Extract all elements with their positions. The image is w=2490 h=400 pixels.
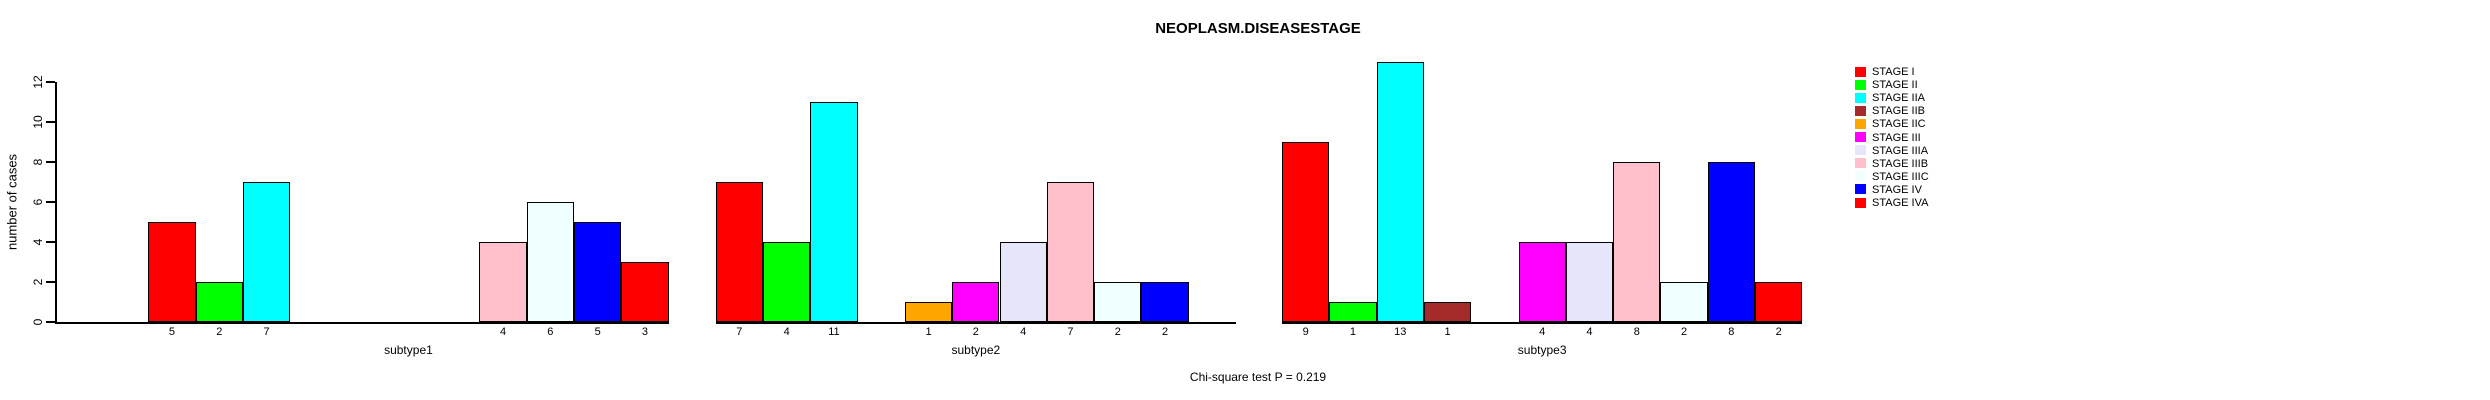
x-group-label-subtype3: subtype3	[1517, 343, 1567, 357]
bar-value-label: 7	[263, 326, 270, 338]
bar-value-label: 7	[1067, 326, 1074, 338]
bar-stage-iva	[621, 262, 669, 322]
bar-value-label: 2	[1161, 326, 1169, 338]
legend-swatch-stage-ii	[1855, 79, 1866, 90]
bar-stage-iii	[952, 282, 1000, 322]
bar-value-label: 2	[972, 326, 979, 338]
legend-label: STAGE IIC	[1872, 118, 1926, 131]
chart-title: NEOPLASM.DISEASESTAGE	[1155, 20, 1361, 37]
bar-stage-iia	[810, 102, 858, 322]
legend-label: STAGE IIIA	[1872, 144, 1929, 157]
bar-value-label: 11	[828, 326, 840, 338]
bar-stage-iii	[1518, 242, 1566, 322]
y-tick-mark	[46, 161, 55, 163]
bar-stage-iv	[1707, 162, 1755, 322]
y-tick-mark	[46, 241, 55, 243]
y-tick-mark	[46, 81, 55, 83]
legend-swatch-stage-iiib	[1855, 158, 1866, 169]
legend-swatch-stage-iic	[1855, 118, 1866, 129]
bar-stage-iva	[1755, 282, 1803, 322]
bar-value-label: 5	[168, 326, 175, 338]
y-tick-label: 12	[31, 75, 45, 89]
bar-stage-iv	[574, 222, 622, 322]
chi-square-caption: Chi-square test P = 0.219	[1189, 370, 1327, 384]
bar-stage-ii	[763, 242, 811, 322]
bar-stage-iic	[904, 302, 953, 322]
legend-swatch-stage-iiic	[1855, 171, 1866, 182]
bar-stage-ii	[1329, 302, 1377, 322]
bar-value-label: 2	[216, 326, 223, 338]
x-axis-baseline	[715, 322, 1236, 324]
y-tick-label: 8	[31, 158, 45, 166]
bar-value-label: 9	[1302, 326, 1309, 338]
bar-value-label: 1	[925, 326, 932, 338]
legend-label: STAGE I	[1872, 66, 1915, 78]
y-tick-mark	[46, 201, 55, 203]
legend-label: STAGE IIIB	[1872, 157, 1929, 170]
bar-stage-iiic	[1094, 282, 1142, 322]
y-tick-mark	[46, 281, 55, 283]
bar-stage-i	[1282, 142, 1330, 322]
bar-value-label: 3	[641, 326, 648, 338]
bar-stage-iia	[1376, 62, 1424, 322]
legend-swatch-stage-i	[1855, 66, 1866, 77]
bar-value-label: 5	[594, 326, 601, 338]
x-group-label-subtype1: subtype1	[384, 343, 433, 357]
bar-stage-iiib	[1046, 182, 1095, 322]
bar-value-label: 1	[1349, 326, 1356, 338]
legend-label: STAGE IV	[1872, 183, 1922, 196]
bar-stage-iv	[1141, 282, 1189, 322]
bar-value-label: 13	[1394, 326, 1407, 338]
legend-label: STAGE IIB	[1872, 105, 1925, 118]
bar-stage-iiia	[1565, 242, 1614, 322]
x-axis-baseline	[1282, 322, 1803, 324]
x-axis-baseline	[55, 322, 669, 324]
y-axis-line	[55, 82, 57, 324]
y-tick-label: 10	[31, 115, 45, 129]
y-axis-label: number of cases	[4, 153, 20, 251]
legend-label: STAGE IVA	[1872, 197, 1929, 209]
legend-swatch-stage-iia	[1855, 92, 1866, 103]
legend-swatch-stage-iib	[1855, 105, 1866, 116]
bar-stage-i	[148, 222, 196, 322]
bar-stage-ii	[195, 282, 243, 322]
legend-label: STAGE III	[1872, 131, 1921, 144]
y-tick-mark	[46, 321, 55, 323]
x-group-label-subtype2: subtype2	[951, 343, 1001, 357]
bar-stage-iia	[242, 182, 291, 322]
y-tick-label: 0	[31, 318, 45, 326]
bar-value-label: 4	[783, 326, 790, 338]
legend-swatch-stage-iva	[1855, 197, 1866, 208]
y-tick-label: 6	[31, 198, 45, 206]
bar-stage-iiic	[526, 202, 574, 322]
legend-swatch-stage-iii	[1855, 132, 1866, 142]
y-tick-mark	[46, 121, 55, 123]
bar-value-label: 4	[499, 326, 507, 338]
bar-value-label: 4	[1539, 326, 1546, 338]
y-tick-label: 4	[31, 238, 45, 246]
legend-label: STAGE II	[1872, 79, 1918, 92]
bar-value-label: 7	[736, 326, 743, 338]
bar-value-label: 4	[1020, 326, 1027, 338]
bar-value-label: 8	[1633, 326, 1640, 338]
bar-value-label: 2	[1114, 326, 1121, 338]
legend-swatch-stage-iiia	[1855, 145, 1866, 156]
bar-value-label: 4	[1586, 326, 1593, 338]
bar-value-label: 2	[1775, 326, 1782, 338]
y-tick-label: 2	[31, 278, 45, 286]
bar-stage-iiia	[999, 242, 1047, 322]
legend-label: STAGE IIA	[1872, 92, 1925, 105]
legend-label: STAGE IIIC	[1872, 170, 1929, 183]
bar-value-label: 8	[1728, 326, 1735, 338]
bar-stage-iiic	[1660, 282, 1708, 322]
bar-stage-iiib	[479, 242, 527, 322]
bar-stage-i	[715, 182, 763, 322]
bar-value-label: 1	[1444, 326, 1451, 338]
bar-stage-iib	[1423, 302, 1472, 322]
legend-swatch-stage-iv	[1855, 184, 1866, 195]
bar-value-label: 6	[547, 326, 554, 338]
bar-stage-iiib	[1613, 162, 1661, 322]
bar-value-label: 2	[1680, 326, 1688, 338]
